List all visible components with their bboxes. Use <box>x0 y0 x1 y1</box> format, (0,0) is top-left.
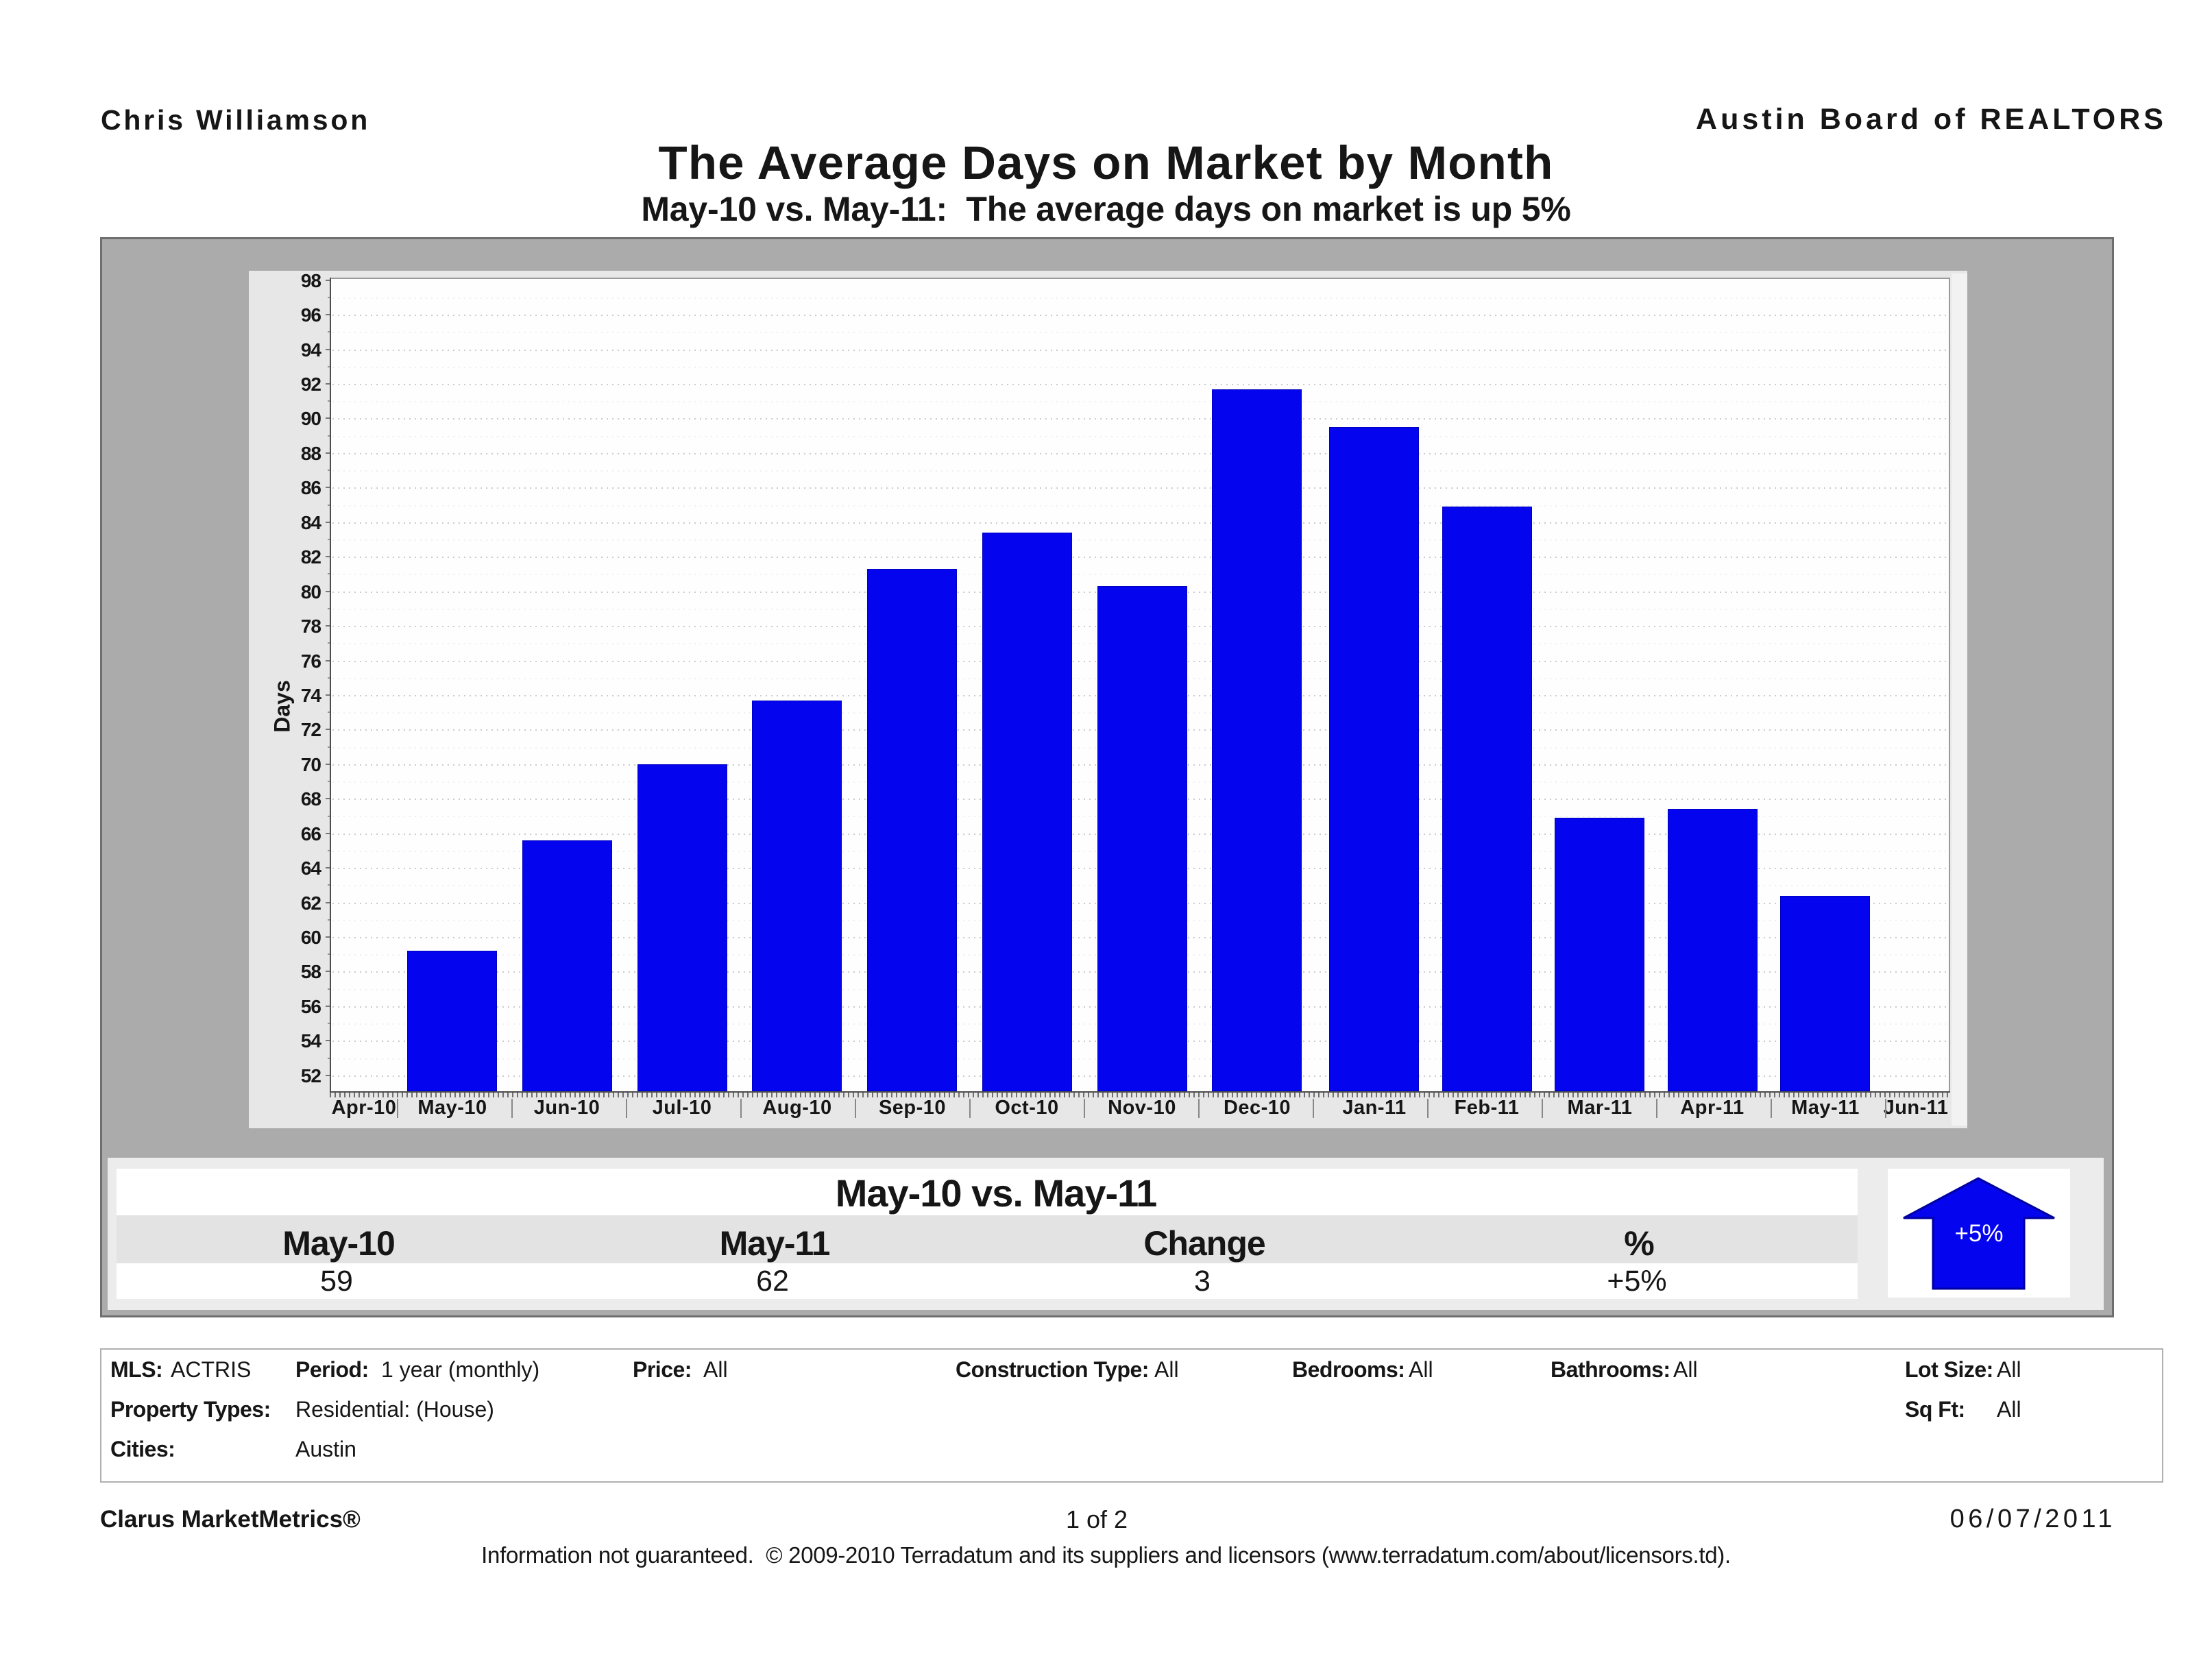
svg-text:+5%: +5% <box>1954 1220 2003 1247</box>
